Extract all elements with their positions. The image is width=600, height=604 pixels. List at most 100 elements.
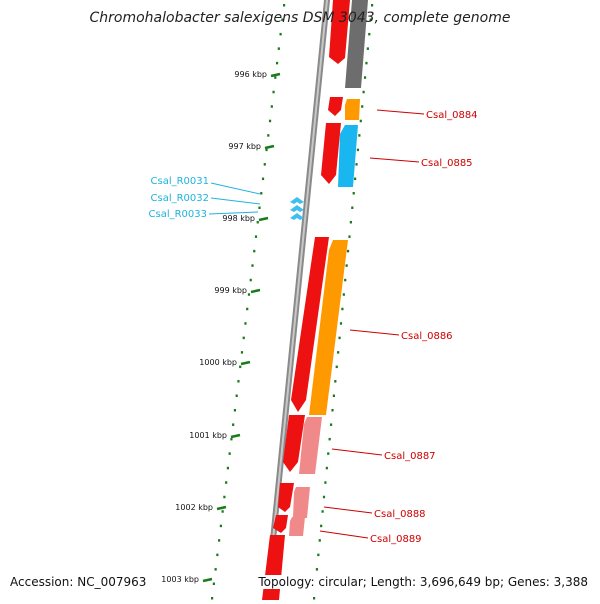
inner-scale-dot	[237, 380, 240, 383]
trna-marker-r0033	[290, 213, 304, 220]
inner-scale-dot	[251, 264, 254, 267]
outer-scale-dot	[358, 134, 361, 137]
outer-scale-dot	[332, 394, 336, 398]
outer-scale-dot	[335, 365, 338, 369]
outer-scale-dot	[348, 235, 351, 238]
inner-scale-dot	[214, 568, 217, 571]
forward-gene-top	[329, 0, 350, 64]
scale-tick	[240, 360, 251, 366]
genome-summary: Topology: circular; Length: 3,696,649 bp…	[256, 575, 590, 589]
inner-scale-dot	[228, 452, 231, 455]
inner-scale-dot	[244, 322, 247, 325]
outer-scale-dot	[345, 264, 348, 267]
inner-scale-dot	[254, 235, 258, 238]
scale-tick-label: 999 kbp	[214, 286, 247, 295]
gene-csal-0888-fwd	[278, 483, 294, 512]
inner-scale-dot	[239, 365, 242, 369]
feature-leader-line	[323, 506, 373, 514]
feature-label: Csal_R0033	[149, 209, 208, 220]
scale-tick	[250, 288, 261, 294]
inner-scale-dot	[249, 278, 252, 282]
scale-tick	[216, 505, 227, 511]
inner-scale-dot	[218, 539, 221, 542]
outer-scale-dot	[344, 278, 347, 282]
inner-scale-dot	[211, 597, 214, 600]
outer-scale-dot	[362, 90, 365, 94]
outer-scale-dot	[354, 177, 357, 181]
inner-scale-dot	[230, 437, 233, 441]
inner-scale-dot	[247, 293, 251, 296]
inner-scale-dot	[267, 134, 270, 137]
gene-csal-0884-rev	[345, 99, 360, 120]
feature-leader-line	[319, 530, 369, 539]
feature-label: Csal_0885	[421, 158, 473, 169]
outer-scale-dot	[365, 61, 368, 65]
scale-tick-label: 1002 kbp	[175, 503, 213, 512]
outer-scale-dot	[342, 293, 345, 296]
inner-scale-dot	[253, 249, 256, 253]
forward-gene-bottom	[262, 535, 285, 600]
inner-scale-dot	[212, 582, 215, 586]
scale-tick	[230, 433, 241, 439]
gene-csal-0885-fwd	[321, 123, 341, 184]
gene-csal-0884-fwd	[328, 97, 343, 116]
feature-leader-line	[349, 329, 400, 336]
outer-scale-dot	[368, 32, 371, 36]
outer-scale-dot	[321, 510, 324, 513]
inner-scale-dot	[265, 148, 268, 152]
outer-scale-dot	[318, 539, 321, 542]
genome-backbone-highlight	[266, 0, 328, 600]
outer-scale-dot	[325, 466, 328, 470]
gene-csal-0887-fwd	[283, 415, 305, 472]
feature-label: Csal_0889	[370, 534, 422, 545]
gene-csal-0889-fwd	[273, 515, 288, 533]
outer-scale-dot	[356, 148, 360, 152]
scale-tick-label: 997 kbp	[228, 142, 261, 151]
outer-scale-dot	[334, 380, 337, 383]
outer-scale-dot	[329, 423, 333, 426]
outer-scale-dot	[313, 597, 316, 600]
outer-scale-dot	[359, 119, 362, 123]
outer-scale-dot	[341, 307, 344, 311]
outer-scale-dot	[369, 18, 372, 21]
inner-scale-dot	[277, 47, 280, 50]
scale-tick-label: 1000 kbp	[199, 358, 237, 367]
inner-scale-dot	[268, 119, 272, 123]
inner-scale-dot	[261, 177, 265, 181]
gene-csal-0886-rev	[309, 240, 348, 415]
inner-scale-dot	[235, 394, 238, 398]
feature-label: Csal_0887	[384, 451, 436, 462]
outer-scale-dot	[361, 105, 364, 108]
outer-scale-dot	[322, 495, 326, 499]
outer-scale-dot	[339, 322, 343, 325]
feature-leader-line	[210, 197, 261, 205]
outer-scale-dot	[351, 206, 354, 209]
inner-scale-dot	[242, 336, 245, 340]
feature-label: Csal_0886	[401, 331, 453, 342]
gene-csal-0889-rev	[289, 517, 305, 536]
outer-scale-dot	[337, 351, 340, 354]
inner-scale-dot	[225, 481, 228, 484]
feature-label: Csal_0884	[426, 110, 478, 121]
outer-scale-dot	[327, 452, 330, 455]
inner-scale-dot	[272, 90, 275, 94]
scale-tick-label: 1001 kbp	[189, 431, 227, 440]
inner-scale-dot	[223, 495, 226, 499]
gray-track-segment	[345, 0, 368, 88]
feature-leader-line	[208, 211, 259, 215]
inner-scale-dot	[240, 351, 244, 354]
outer-scale-dot	[338, 336, 341, 340]
inner-scale-dot	[221, 510, 224, 513]
accession-label: Accession: NC_007963	[8, 575, 149, 589]
scale-tick	[202, 577, 213, 583]
outer-scale-dot	[320, 524, 323, 528]
inner-scale-dot	[260, 192, 263, 195]
feature-label: Csal_R0031	[151, 176, 210, 187]
outer-scale-dot	[317, 553, 320, 557]
scale-tick	[258, 216, 269, 222]
inner-scale-dot	[283, 4, 286, 7]
outer-scale-dot	[352, 192, 355, 195]
feature-leader-line	[376, 109, 425, 115]
scale-tick-label: 998 kbp	[222, 214, 255, 223]
